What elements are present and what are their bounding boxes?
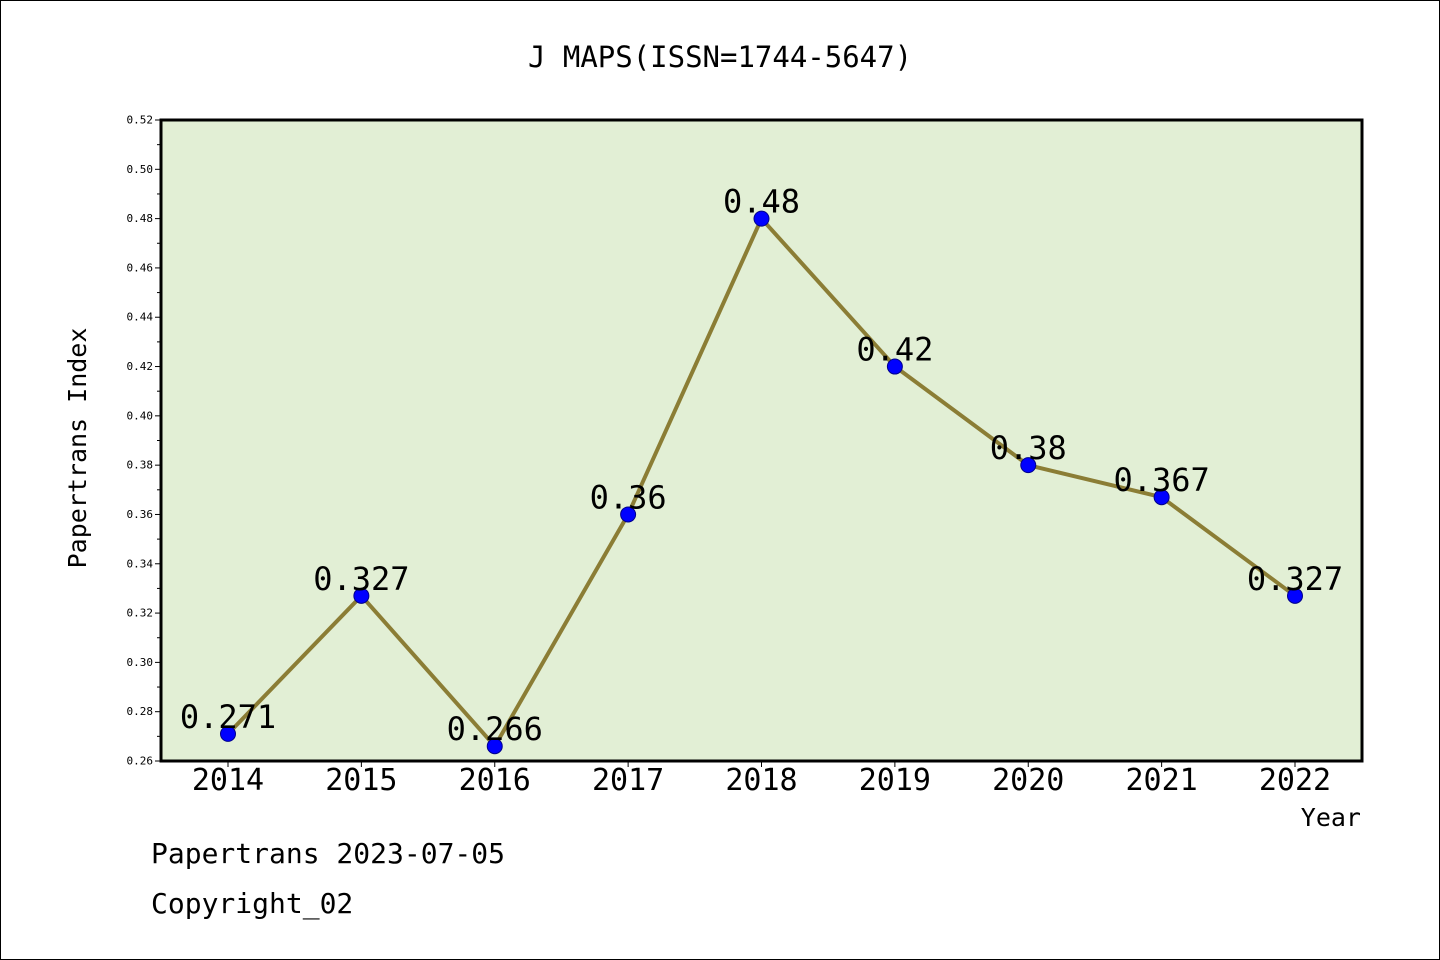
x-tick-label: 2014 — [192, 763, 264, 798]
y-tick-label: 0.26 — [127, 755, 154, 768]
y-tick-label: 0.38 — [127, 459, 154, 472]
y-tick-label: 0.42 — [127, 360, 154, 373]
y-tick-label: 0.48 — [127, 212, 154, 225]
x-tick-label: 2018 — [725, 763, 797, 798]
data-label: 0.327 — [1247, 560, 1343, 598]
footer-source-text: Papertrans 2023-07-05 — [151, 837, 506, 870]
y-tick-label: 0.44 — [127, 311, 154, 324]
data-point-marker — [1287, 587, 1303, 604]
y-tick-label: 0.34 — [127, 557, 154, 570]
data-point-marker — [753, 210, 770, 227]
x-tick-label: 2022 — [1259, 763, 1331, 798]
y-tick-label: 0.50 — [127, 163, 154, 176]
y-tick-label: 0.52 — [127, 114, 154, 127]
plot-area — [161, 120, 1362, 761]
footer-copyright-text: Copyright_02 — [151, 887, 354, 920]
x-tick-label: 2021 — [1126, 763, 1198, 798]
data-point-marker — [1020, 457, 1037, 474]
data-point-marker — [220, 725, 236, 742]
x-axis-label: Year — [1301, 803, 1361, 832]
x-tick-label: 2017 — [592, 763, 664, 798]
data-label: 0.271 — [180, 698, 276, 736]
data-point-marker — [620, 506, 637, 523]
y-axis: 0.26 0.28 0.30 0.32 0.34 0.36 0.38 0.40 0.42 0.44… — [127, 114, 161, 768]
chart-title: J MAPS(ISSN=1744-5647) — [528, 40, 912, 74]
x-tick-label: 2015 — [325, 763, 397, 798]
data-point-marker — [486, 738, 503, 755]
data-label: 0.367 — [1113, 461, 1209, 499]
y-tick-label: 0.46 — [127, 261, 154, 274]
x-axis: 2014 2015 2016 2017 2018 2019 2020 2021 2022 — [192, 761, 1331, 798]
data-label: 0.36 — [590, 478, 667, 516]
x-tick-label: 2020 — [992, 763, 1064, 798]
data-label: 0.266 — [447, 710, 543, 748]
plot-frame — [159, 118, 1364, 763]
y-tick-label: 0.32 — [127, 607, 154, 620]
data-labels: 0.271 0.327 0.266 0.36 0.48 0.42 0.38 0.367 0.32… — [180, 183, 1343, 749]
x-tick-label: 2019 — [859, 763, 931, 798]
y-axis-label: Papertrans Index — [63, 328, 92, 569]
data-point-marker — [1153, 489, 1170, 506]
data-label: 0.42 — [856, 331, 933, 369]
x-tick-label: 2016 — [459, 763, 531, 798]
data-label: 0.327 — [313, 560, 409, 598]
data-point-marker — [886, 358, 903, 375]
y-tick-label: 0.30 — [127, 656, 154, 669]
y-tick-label: 0.36 — [127, 508, 154, 521]
data-points — [220, 210, 1303, 755]
data-label: 0.38 — [990, 429, 1067, 467]
data-point-marker — [353, 587, 370, 604]
data-label: 0.48 — [723, 183, 800, 221]
y-tick-label: 0.28 — [127, 705, 154, 718]
y-tick-label: 0.40 — [127, 409, 154, 422]
